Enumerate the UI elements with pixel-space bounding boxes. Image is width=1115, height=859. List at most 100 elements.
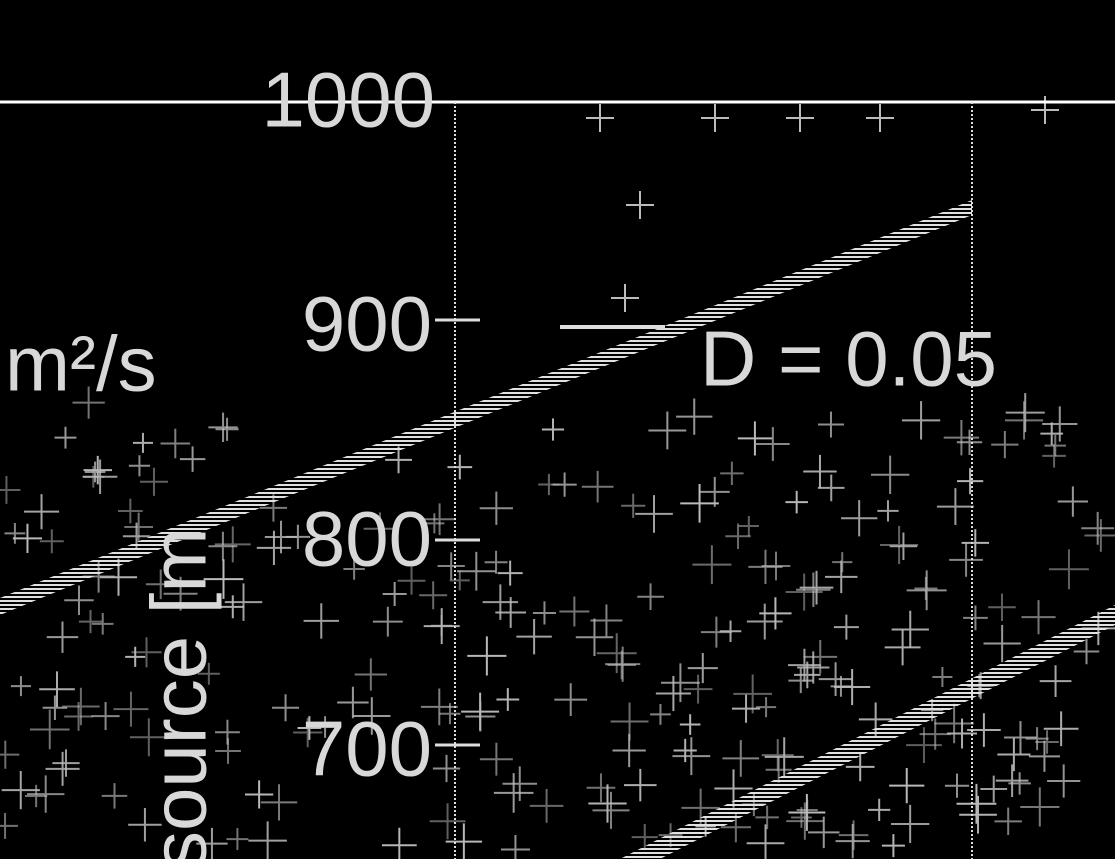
cross-marker [746,824,785,859]
cross-marker [1039,665,1072,698]
cross-marker [1028,740,1060,772]
cross-marker [880,525,919,565]
cross-marker [497,560,523,586]
cross-marker [934,703,974,744]
cross-marker [1047,764,1081,798]
cross-marker [226,828,249,851]
cross-marker [554,683,588,717]
cross-marker [493,773,534,813]
cross-marker [1025,727,1049,751]
cross-marker [891,804,930,844]
cross-marker [113,691,149,727]
cross-marker [761,551,791,581]
cross-marker [516,618,552,655]
cross-marker [196,827,228,859]
cross-marker [877,500,899,522]
cross-marker [343,558,365,580]
cross-marker [818,662,853,696]
cross-marker [293,717,323,748]
cross-marker [354,658,387,691]
cross-marker [496,688,520,711]
cross-marker [731,694,761,723]
cross-marker [245,780,274,809]
cross-marker [701,104,729,132]
cross-marker [755,805,779,830]
cross-marker [559,596,590,627]
cross-marker [590,604,623,637]
cross-marker [995,764,1029,798]
cross-marker [52,749,80,777]
cross-marker [733,674,773,714]
cross-marker [461,692,500,731]
cross-marker [949,543,983,577]
cross-marker [959,795,997,834]
cross-marker [901,401,941,440]
cross-marker [1004,401,1044,440]
cross-marker [676,398,713,435]
tick-label: 700 [302,705,432,793]
cross-marker [256,530,292,566]
cross-marker [214,526,251,563]
cross-marker [592,791,630,829]
cross-marker [756,697,777,718]
cross-marker [64,585,94,615]
cross-marker [1004,721,1037,754]
cross-marker [145,569,176,600]
cross-marker [479,742,513,776]
cross-marker [1042,444,1066,468]
cross-marker [661,663,700,703]
cross-marker [83,455,113,485]
cross-marker [722,740,760,777]
cross-marker [72,386,105,419]
cross-marker [197,662,220,685]
cross-marker [363,512,397,546]
cross-marker [117,498,143,524]
cross-marker [943,420,980,456]
cross-marker [179,446,206,472]
cross-marker [1040,422,1064,445]
cross-marker [482,584,519,620]
cross-marker [420,688,458,726]
cross-marker [1081,511,1115,545]
cross-marker [1035,730,1059,754]
cross-marker [906,727,942,764]
cross-marker [637,583,664,611]
cross-marker [983,624,1021,663]
cross-marker [1020,787,1060,827]
cross-marker [991,430,1019,459]
cross-marker [835,824,870,859]
cross-marker [224,583,263,621]
cross-marker [817,474,845,502]
cross-marker [932,666,953,688]
cross-marker [687,653,718,684]
cross-marker [692,545,732,585]
cross-marker [84,461,106,483]
cross-marker [650,704,671,725]
cross-marker [588,784,627,823]
cross-marker [0,740,20,769]
cross-marker [54,426,77,449]
cross-marker [596,633,637,674]
cross-marker [788,793,826,831]
cross-marker [419,581,448,610]
cross-marker [881,834,905,858]
cross-marker [78,610,103,634]
cross-marker [445,823,483,859]
cross-marker [42,695,68,720]
cross-marker [683,674,713,704]
cross-marker [23,494,60,530]
cross-marker [215,417,239,441]
cross-marker [575,618,614,656]
cross-marker [700,616,732,648]
cross-marker [889,767,925,804]
cross-marker [808,816,840,849]
cross-marker [626,191,654,219]
cross-marker [429,803,466,840]
cross-marker [994,807,1022,836]
cross-marker [0,475,21,504]
cross-marker [128,455,151,477]
cross-marker [980,775,1008,803]
cross-marker [423,503,456,536]
axis-label: source [m [135,528,223,859]
cross-marker [891,610,929,649]
